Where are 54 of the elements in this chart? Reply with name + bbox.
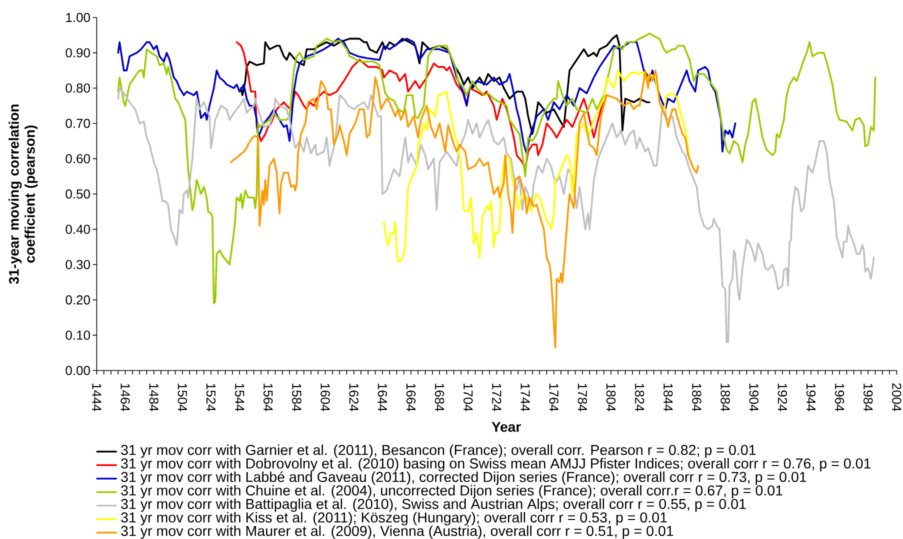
x-tick-label: 1704 (464, 384, 473, 412)
x-tick-label: 2004 (892, 383, 902, 412)
y-tick-label: 0.50 (66, 189, 90, 199)
x-tick-label: 1724 (492, 384, 502, 412)
legend-label: 31 yr mov corr with Maurer et al. (2009), Vienna (Austria), overall corr r = 0.51, p = 0.01 (121, 526, 674, 539)
x-tick-label: 1744 (520, 384, 530, 412)
x-tick-label: 1524 (206, 384, 216, 412)
x-tick-label: 1984 (864, 384, 873, 412)
line-series (117, 87, 875, 344)
y-tick-label: 0.40 (66, 224, 90, 234)
x-tick-label: 1944 (806, 384, 816, 412)
legend-label: 31 yr mov corr with Labbé and Gaveau (2011), corrected Dijon series (France); overall corr r = 0.73, p = 0.01 (121, 471, 806, 485)
x-tick-label: 1924 (778, 384, 788, 412)
x-tick-label: 1504 (178, 384, 188, 412)
x-tick-label: 1784 (578, 384, 588, 412)
y-tick-label: 0.70 (66, 118, 90, 128)
x-tick-label: 1664 (406, 384, 416, 412)
x-tick-label: 1824 (634, 384, 644, 412)
y-tick-label: 0.10 (66, 330, 90, 340)
y-tick-label: 0.90 (66, 48, 90, 58)
x-tick-label: 1904 (749, 384, 758, 412)
legend-label: 31 yr mov corr with Battipaglia et al. (2010), Swiss and Austrian Alps; overall corr r = 0.55, p = 0.01 (121, 498, 746, 512)
x-tick-label: 1844 (664, 384, 673, 412)
x-tick-label: 1804 (606, 384, 616, 412)
x-axis-title: Year (492, 422, 521, 432)
line-series (117, 38, 736, 154)
x-tick-label: 1604 (320, 384, 330, 412)
x-tick-label: 1544 (235, 384, 244, 412)
legend-label: 31 yr mov corr with Dobrovolny et al. (2010) basing on Swiss mean AMJJ Pfister Indices; overall corr r = 0.76, p = 0.01 (121, 458, 871, 472)
x-tick-label: 1584 (292, 384, 302, 412)
x-tick-label: 1644 (378, 384, 388, 412)
y-axis-title: 31-year moving correlation coefficient (pearson) (8, 104, 38, 284)
x-tick-label: 1444 (92, 384, 102, 412)
legend-label: 31 yr mov corr with Chuine et al. (2004), uncorrected Dijon series (France); overall corr.r = 0.67, p = 0.01 (121, 485, 782, 498)
x-tick-label: 1684 (434, 384, 444, 412)
y-tick-label: 0.80 (66, 83, 90, 93)
y-tick-label: 0.30 (66, 260, 90, 270)
line-series (117, 32, 876, 304)
y-tick-label: 0.20 (66, 295, 90, 304)
x-tick-label: 1464 (120, 384, 130, 412)
y-tick-label: 1.00 (66, 12, 90, 22)
x-tick-label: 1564 (264, 384, 273, 412)
x-tick-label: 1764 (549, 384, 558, 412)
x-tick-label: 1884 (720, 384, 730, 412)
legend-label: 31 yr mov corr with Garnier et al. (2011), Besancon (France); overall corr. Pearson r = 0.82; p = 0.01 (121, 444, 756, 458)
line-series (240, 34, 650, 135)
y-tick-label: 0.60 (66, 154, 90, 164)
x-tick-label: 1624 (349, 384, 358, 412)
line-series (382, 70, 690, 262)
x-tick-label: 1864 (692, 384, 702, 412)
legend-label: 31 yr mov corr with Kiss et al. (2011); Köszeg (Hungary); overall corr r = 0.53, p = 0.01 (121, 512, 667, 526)
y-tick-label: 0.00 (66, 366, 90, 376)
x-tick-label: 1964 (834, 384, 844, 412)
x-tick-label: 1484 (149, 384, 158, 412)
